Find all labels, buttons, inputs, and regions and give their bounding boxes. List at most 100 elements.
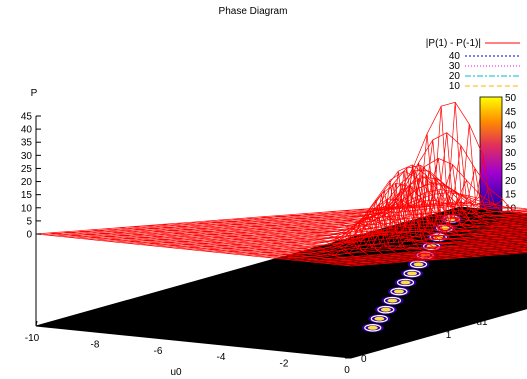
map-hotspot bbox=[361, 323, 384, 333]
surface-line-u0 bbox=[101, 158, 523, 242]
hotspot-core bbox=[380, 307, 391, 312]
surface-line-u0 bbox=[219, 228, 527, 254]
map-hotspot bbox=[374, 305, 397, 315]
map-hotspot bbox=[401, 268, 424, 278]
hotspot-core bbox=[374, 316, 385, 321]
colorbar-tick-label: 20 bbox=[505, 176, 517, 187]
surface-line-u0 bbox=[232, 198, 527, 255]
map-hotspot bbox=[368, 314, 391, 324]
hotspot-ring bbox=[403, 269, 421, 278]
colorbar-tick-label: 50 bbox=[505, 93, 517, 104]
surface-line-u0 bbox=[318, 246, 527, 264]
y-axis-label: u1 bbox=[476, 317, 488, 328]
z-tick-label: 35 bbox=[21, 138, 33, 149]
map-hotspot bbox=[381, 296, 404, 306]
x-tick-label: -2 bbox=[280, 359, 289, 370]
surface-line-u0 bbox=[226, 230, 527, 254]
surface-line-u0 bbox=[311, 245, 527, 263]
x-tick-label: -6 bbox=[154, 346, 163, 357]
surface-line-u0 bbox=[81, 132, 504, 240]
surface-line-u0 bbox=[186, 223, 527, 250]
surface-line-u0 bbox=[160, 213, 527, 248]
z-tick-label: 0 bbox=[26, 230, 32, 241]
surface-line-u0 bbox=[75, 189, 497, 239]
surface-line-u0 bbox=[167, 219, 527, 248]
hotspot-ring bbox=[370, 314, 388, 323]
legend-level-label: 10 bbox=[449, 81, 461, 92]
hotspot-core bbox=[393, 289, 404, 294]
hotspot-ring bbox=[383, 296, 402, 305]
x-axis-tick bbox=[224, 340, 227, 346]
map-hotspot bbox=[387, 287, 410, 297]
surface-line-u0 bbox=[291, 241, 527, 261]
surface-line-u0 bbox=[350, 252, 527, 267]
x-tick-label: -4 bbox=[217, 352, 226, 363]
hotspot-ring bbox=[396, 278, 415, 287]
hotspot-ring bbox=[390, 287, 408, 296]
x-tick-label: -10 bbox=[25, 333, 40, 344]
x-tick-label: -8 bbox=[91, 339, 100, 350]
y-tick-label: 1 bbox=[446, 330, 452, 341]
surface-line-u0 bbox=[324, 247, 527, 264]
z-axis-label: P bbox=[31, 88, 38, 99]
surface-line-u0 bbox=[331, 248, 527, 265]
surface-line-u0 bbox=[173, 164, 527, 249]
colorbar: 05101520253035404550 bbox=[479, 93, 517, 242]
x-axis-tick bbox=[98, 327, 101, 333]
y-tick-label: 0 bbox=[361, 354, 367, 365]
z-tick-label: 30 bbox=[21, 151, 33, 162]
surface-line-u0 bbox=[285, 240, 527, 260]
z-tick-label: 20 bbox=[21, 177, 33, 188]
surface-line-u0 bbox=[193, 170, 527, 251]
hotspot-ring bbox=[377, 305, 395, 314]
surface-line-u0 bbox=[206, 226, 527, 252]
legend-level-label: 20 bbox=[449, 71, 461, 82]
hotspot-core bbox=[367, 325, 378, 330]
surface-line-u0 bbox=[134, 170, 527, 245]
z-tick-label: 10 bbox=[21, 203, 33, 214]
legend-level-label: 40 bbox=[449, 51, 461, 62]
surface-line-u0 bbox=[49, 202, 471, 236]
hotspot-core bbox=[407, 271, 418, 276]
colorbar-tick-label: 25 bbox=[505, 162, 517, 173]
surface-line-u0 bbox=[337, 249, 527, 266]
surface-line-u0 bbox=[252, 215, 527, 257]
surface-line-u0 bbox=[55, 192, 477, 237]
z-tick-label: 5 bbox=[26, 216, 32, 227]
colorbar-tick-label: 35 bbox=[505, 134, 517, 145]
x-axis-tick bbox=[161, 333, 164, 339]
surface-line-u0 bbox=[147, 216, 527, 246]
surface-line-u0 bbox=[298, 242, 527, 262]
map-hotspot bbox=[394, 278, 417, 287]
legend-level-label: 30 bbox=[449, 61, 461, 72]
surface-line-u0 bbox=[344, 251, 527, 266]
hotspot-core bbox=[400, 280, 411, 285]
legend-surface-label: |P(1) - P(-1)| bbox=[426, 38, 481, 49]
surface-line-u0 bbox=[127, 212, 527, 244]
x-axis-tick bbox=[287, 346, 290, 352]
hotspot-core bbox=[387, 298, 398, 303]
surface-mesh bbox=[35, 101, 527, 267]
surface-line-u0 bbox=[180, 221, 527, 250]
surface-line-u0 bbox=[114, 176, 527, 243]
chart-title: Phase Diagram bbox=[219, 6, 288, 17]
surface-line-u0 bbox=[121, 181, 527, 244]
surface-line-u0 bbox=[154, 165, 527, 247]
surface-line-u0 bbox=[108, 209, 527, 242]
z-tick-label: 45 bbox=[21, 112, 33, 123]
x-tick-label: 0 bbox=[344, 365, 350, 376]
colorbar-tick-label: 15 bbox=[505, 190, 517, 201]
surface-line-u0 bbox=[88, 206, 510, 240]
hotspot-ring bbox=[429, 233, 447, 242]
colorbar-tick-label: 45 bbox=[505, 107, 517, 118]
z-tick-label: 25 bbox=[21, 164, 33, 175]
hotspot-ring bbox=[364, 323, 382, 332]
z-tick-label: 15 bbox=[21, 190, 33, 201]
surface-line-u0 bbox=[35, 201, 458, 235]
x-axis-tick bbox=[35, 320, 38, 327]
surface-line-u0 bbox=[68, 204, 490, 238]
x-axis-label: u0 bbox=[170, 367, 182, 378]
